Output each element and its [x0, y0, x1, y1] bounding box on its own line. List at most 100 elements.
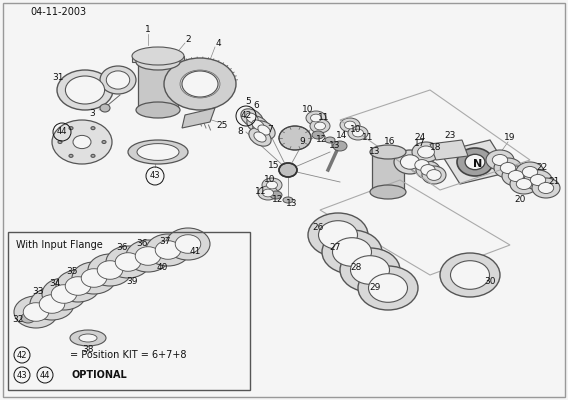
Text: 9: 9 — [299, 138, 305, 146]
Text: 39: 39 — [126, 278, 138, 286]
Ellipse shape — [415, 160, 429, 170]
Ellipse shape — [23, 303, 49, 321]
Ellipse shape — [500, 162, 516, 174]
Text: OPTIONAL: OPTIONAL — [72, 370, 128, 380]
Ellipse shape — [106, 71, 130, 89]
Ellipse shape — [155, 241, 181, 259]
Ellipse shape — [262, 178, 282, 192]
Ellipse shape — [345, 121, 356, 129]
Text: 34: 34 — [49, 280, 61, 288]
Text: 26: 26 — [312, 224, 324, 232]
Ellipse shape — [311, 114, 321, 122]
Text: 27: 27 — [329, 242, 341, 252]
Text: 11: 11 — [255, 188, 267, 196]
Ellipse shape — [508, 170, 524, 182]
Ellipse shape — [164, 58, 236, 110]
Text: 29: 29 — [369, 284, 381, 292]
Text: 41: 41 — [189, 248, 201, 256]
Polygon shape — [440, 140, 510, 184]
Bar — [8, 232, 250, 390]
Text: 20: 20 — [514, 196, 526, 204]
Text: 28: 28 — [350, 264, 362, 272]
Text: 44: 44 — [57, 128, 67, 136]
Text: 19: 19 — [504, 134, 516, 142]
Text: 23: 23 — [444, 132, 456, 140]
Ellipse shape — [182, 71, 218, 97]
Ellipse shape — [310, 119, 330, 133]
Text: 44: 44 — [40, 370, 50, 380]
Text: 42: 42 — [240, 112, 252, 120]
Ellipse shape — [538, 182, 554, 194]
Ellipse shape — [358, 266, 418, 310]
Polygon shape — [182, 108, 215, 128]
Ellipse shape — [348, 126, 368, 140]
Text: 14: 14 — [336, 132, 348, 140]
Text: 36: 36 — [116, 244, 128, 252]
Ellipse shape — [531, 174, 546, 186]
Text: 6: 6 — [253, 102, 259, 110]
Text: 36: 36 — [136, 240, 148, 248]
Text: 4: 4 — [215, 40, 221, 48]
Ellipse shape — [146, 234, 190, 266]
Ellipse shape — [176, 235, 201, 253]
Text: 42: 42 — [16, 350, 27, 360]
Ellipse shape — [400, 155, 420, 169]
Ellipse shape — [65, 277, 91, 295]
Ellipse shape — [325, 137, 335, 143]
Text: 33: 33 — [32, 288, 44, 296]
Ellipse shape — [440, 253, 500, 297]
Ellipse shape — [266, 181, 278, 189]
Text: 37: 37 — [159, 238, 171, 246]
Ellipse shape — [241, 109, 263, 127]
Ellipse shape — [132, 47, 184, 65]
Ellipse shape — [523, 166, 538, 178]
Ellipse shape — [253, 121, 275, 139]
Text: 8: 8 — [237, 128, 243, 136]
Ellipse shape — [72, 262, 116, 294]
Text: 13: 13 — [369, 148, 381, 156]
Ellipse shape — [137, 144, 179, 160]
Text: 43: 43 — [150, 172, 160, 180]
Ellipse shape — [394, 150, 426, 174]
Ellipse shape — [128, 140, 188, 164]
Text: 10: 10 — [302, 106, 314, 114]
Ellipse shape — [262, 189, 274, 197]
Ellipse shape — [486, 150, 514, 170]
Ellipse shape — [126, 240, 170, 272]
Ellipse shape — [97, 261, 123, 279]
Polygon shape — [138, 62, 178, 110]
Ellipse shape — [88, 254, 132, 286]
Ellipse shape — [246, 113, 258, 123]
Ellipse shape — [516, 162, 544, 182]
Text: 7: 7 — [267, 126, 273, 134]
Ellipse shape — [422, 166, 446, 184]
Ellipse shape — [532, 178, 560, 198]
Ellipse shape — [516, 178, 532, 190]
Ellipse shape — [136, 102, 180, 118]
Ellipse shape — [350, 256, 390, 284]
Ellipse shape — [106, 246, 150, 278]
Ellipse shape — [30, 288, 74, 320]
Polygon shape — [430, 140, 468, 160]
Ellipse shape — [417, 146, 435, 158]
Ellipse shape — [247, 116, 269, 134]
Ellipse shape — [21, 313, 35, 323]
Text: 18: 18 — [430, 144, 442, 152]
Ellipse shape — [73, 135, 91, 148]
Ellipse shape — [312, 131, 324, 139]
Text: 11: 11 — [362, 132, 374, 142]
Text: 1: 1 — [145, 26, 151, 34]
Text: 35: 35 — [66, 268, 78, 276]
Ellipse shape — [465, 154, 485, 170]
Ellipse shape — [370, 145, 406, 159]
Text: 32: 32 — [12, 316, 24, 324]
Ellipse shape — [308, 213, 368, 257]
Ellipse shape — [69, 127, 73, 130]
Ellipse shape — [322, 230, 382, 274]
Ellipse shape — [258, 186, 278, 200]
Ellipse shape — [370, 185, 406, 199]
Ellipse shape — [340, 118, 360, 132]
Ellipse shape — [315, 122, 325, 130]
Text: 38: 38 — [82, 346, 94, 354]
Ellipse shape — [52, 120, 112, 164]
